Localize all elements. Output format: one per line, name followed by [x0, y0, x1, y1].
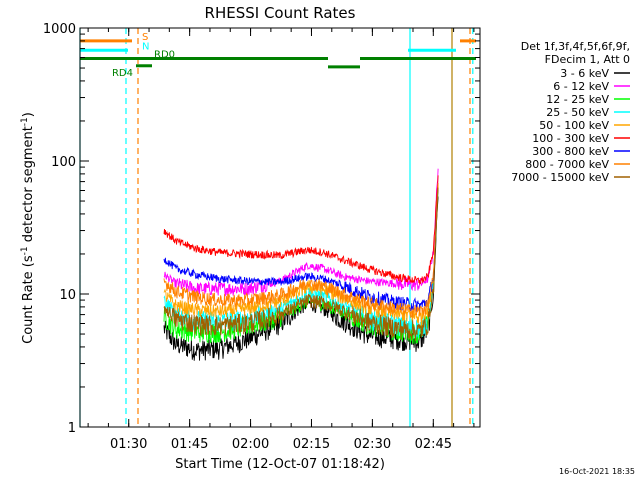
x-tick-label: 02:15	[293, 437, 330, 452]
legend-header-line-2: FDecim 1, Att 0	[545, 53, 630, 66]
x-axis-label: Start Time (12-Oct-07 01:18:42)	[175, 457, 385, 472]
y-axis-label: Count Rate (s-1 detector segment-1)	[20, 112, 36, 344]
legend-entry-label: 6 - 12 keV	[553, 80, 609, 93]
y-tick-label: 10	[59, 288, 76, 303]
series-line-7	[163, 183, 439, 319]
legend-entry-label: 300 - 800 keV	[532, 145, 609, 158]
x-axis-ticks: 01:30 01:45 02:00 02:15 02:30 02:45	[87, 28, 475, 452]
legend-entry-label: 12 - 25 keV	[546, 93, 609, 106]
plot-area: SN RD0 RD4	[79, 28, 476, 427]
plot-frame	[79, 27, 481, 428]
legend-entry-label: 7000 - 15000 keV	[511, 171, 609, 184]
x-tick-label: 02:30	[354, 437, 391, 452]
x-tick-label: 01:30	[110, 437, 147, 452]
legend: Det 1f,3f,4f,5f,6f,9f, FDecim 1, Att 0 3…	[511, 40, 630, 184]
legend-header-line-1: Det 1f,3f,4f,5f,6f,9f,	[521, 40, 630, 53]
series-line-4	[163, 185, 439, 327]
legend-entry-label: 25 - 50 keV	[546, 106, 609, 119]
y-tick-label: 1000	[43, 22, 76, 37]
series-line-8	[163, 187, 439, 341]
y-axis-ticks: 1 10 100 1000	[43, 22, 480, 436]
legend-entry-label: 100 - 300 keV	[532, 132, 609, 145]
flag-label-rd0: RD0	[154, 49, 175, 60]
series-line-5	[163, 175, 439, 285]
flag-label-n: N	[142, 41, 149, 52]
x-tick-label: 02:45	[415, 437, 452, 452]
y-tick-label: 100	[51, 155, 76, 170]
flag-label-s: S	[142, 32, 148, 43]
legend-entry-label: 50 - 100 keV	[539, 119, 609, 132]
chart-title: RHESSI Count Rates	[205, 4, 356, 22]
footer-timestamp: 16-Oct-2021 18:35	[559, 467, 635, 476]
x-tick-label: 02:00	[232, 437, 269, 452]
legend-entry-label: 3 - 6 keV	[560, 67, 609, 80]
x-tick-label: 01:45	[171, 437, 208, 452]
flag-label-rd4: RD4	[112, 68, 133, 79]
series-line-6	[163, 188, 439, 313]
legend-entry-label: 800 - 7000 keV	[525, 158, 609, 171]
series-line-1	[163, 168, 439, 297]
y-tick-label: 1	[68, 421, 76, 436]
